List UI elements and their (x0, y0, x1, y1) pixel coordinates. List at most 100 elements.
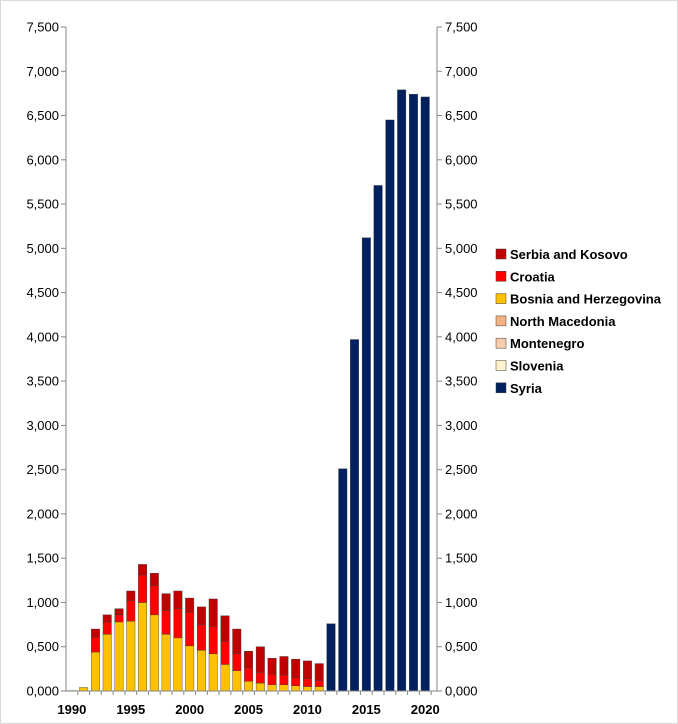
legend-swatch-slovenia (495, 360, 507, 371)
bar-croatia-2006 (255, 672, 265, 684)
y-tick-label-left: 2,500 (26, 462, 59, 477)
y-tick-label-left: 0,500 (26, 639, 59, 654)
bar-syria-2018 (397, 89, 407, 692)
y-tick-label-left: 5,500 (26, 197, 59, 212)
bar-bosnia-and-herzegovina-2002 (208, 653, 218, 692)
bar-bosnia-and-herzegovina-2004 (232, 670, 242, 692)
x-tick-label: 2000 (175, 702, 204, 717)
legend-label: Croatia (510, 269, 556, 284)
y-tick-label-left: 1,000 (26, 595, 59, 610)
y-tick-label-left: 7,000 (26, 64, 59, 79)
bar-serbia-and-kosovo-1994 (114, 608, 124, 616)
bar-bosnia-and-herzegovina-2009 (291, 685, 301, 692)
bar-bosnia-and-herzegovina-2007 (267, 684, 277, 692)
y-tick-label-right: 7,500 (445, 20, 478, 35)
y-tick-label-left: 3,500 (26, 374, 59, 389)
bar-serbia-and-kosovo-2011 (314, 663, 324, 681)
bar-bosnia-and-herzegovina-1994 (114, 621, 124, 692)
y-axis-right-ticks: 0,000 0,500 1,000 1,500 2,000 2,500 3,000 3,500… (437, 20, 478, 699)
bar-croatia-1997 (149, 585, 159, 616)
x-tick-label: 2005 (234, 702, 263, 717)
y-tick-label-left: 6,500 (26, 108, 59, 123)
y-tick-label-left: 7,500 (26, 20, 59, 35)
y-tick-label-right: 4,000 (445, 329, 478, 344)
y-tick-label-right: 1,000 (445, 595, 478, 610)
bar-serbia-and-kosovo-1992 (90, 628, 100, 638)
bar-bosnia-and-herzegovina-2010 (303, 686, 312, 692)
bar-bosnia-and-herzegovina-1996 (138, 602, 148, 692)
legend-label: Serbia and Kosovo (510, 247, 628, 262)
x-tick-label: 2020 (411, 702, 440, 717)
bar-croatia-2000 (185, 612, 195, 647)
legend-label: Montenegro (510, 336, 584, 351)
bar-syria-2013 (338, 468, 348, 692)
bar-croatia-2004 (232, 653, 242, 671)
bar-croatia-2001 (196, 624, 206, 651)
bar-serbia-and-kosovo-2004 (232, 628, 242, 655)
legend-label: North Macedonia (510, 314, 616, 329)
y-tick-label-left: 4,000 (26, 329, 59, 344)
legend-swatch-bosnia-and-herzegovina (495, 293, 507, 304)
bar-bosnia-and-herzegovina-2008 (279, 684, 289, 692)
bar-bosnia-and-herzegovina-2005 (244, 681, 254, 692)
y-tick-label-left: 5,000 (26, 241, 59, 256)
bar-serbia-and-kosovo-2006 (255, 646, 265, 673)
bar-croatia-2009 (291, 677, 301, 686)
legend-label: Bosnia and Herzegovina (510, 292, 662, 307)
bar-croatia-2010 (303, 678, 312, 687)
y-tick-label-right: 2,500 (445, 462, 478, 477)
bar-bosnia-and-herzegovina-2003 (220, 664, 230, 692)
legend-swatch-syria (495, 382, 507, 394)
y-tick-label-left: 1,500 (26, 551, 59, 566)
bar-serbia-and-kosovo-1996 (138, 564, 148, 576)
bar-syria-2019 (409, 94, 418, 692)
x-tick-label: 2010 (293, 702, 322, 717)
bar-serbia-and-kosovo-2008 (279, 656, 289, 676)
bar-serbia-and-kosovo-2000 (185, 597, 195, 613)
bar-croatia-1994 (114, 614, 124, 623)
bar-croatia-1992 (90, 636, 100, 653)
x-tick-label: 2015 (352, 702, 381, 717)
bar-bosnia-and-herzegovina-1991 (79, 687, 89, 692)
bar-bosnia-and-herzegovina-2011 (314, 686, 324, 692)
x-axis-ticks: 1990 1995 2000 2005 2010 2015 2020 (57, 691, 440, 717)
y-tick-label-right: 1,500 (445, 551, 478, 566)
axes-group (65, 27, 438, 692)
bar-syria-2016 (373, 185, 383, 692)
bar-bosnia-and-herzegovina-1997 (149, 614, 159, 692)
bar-serbia-and-kosovo-2001 (196, 606, 206, 625)
y-tick-label-left: 6,000 (26, 152, 59, 167)
bar-syria-2017 (385, 119, 395, 692)
bar-syria-2015 (361, 237, 371, 692)
bar-syria-2012 (326, 623, 336, 692)
bar-serbia-and-kosovo-1999 (173, 590, 183, 609)
bar-croatia-2008 (279, 674, 289, 685)
bar-syria-2014 (350, 339, 360, 692)
legend-swatch-montenegro (495, 337, 507, 349)
bar-croatia-1995 (126, 600, 136, 622)
bar-serbia-and-kosovo-1997 (149, 573, 159, 586)
legend-swatch-croatia (495, 271, 507, 282)
bar-bosnia-and-herzegovina-2006 (255, 682, 265, 692)
y-tick-label-right: 3,000 (445, 418, 478, 433)
bar-croatia-1993 (102, 621, 112, 635)
y-tick-label-right: 5,500 (445, 197, 478, 212)
bar-serbia-and-kosovo-2010 (303, 660, 312, 679)
bar-croatia-1998 (161, 610, 171, 635)
bar-croatia-2003 (220, 641, 230, 665)
bar-serbia-and-kosovo-2005 (244, 650, 254, 669)
y-axis-left-ticks: 0,000 0,500 1,000 1,500 2,000 2,500 3,000 3,500… (26, 20, 66, 699)
bar-croatia-2005 (244, 667, 254, 682)
y-tick-label-left: 4,500 (26, 285, 59, 300)
bar-bosnia-and-herzegovina-1995 (126, 620, 136, 692)
y-tick-label-right: 6,500 (445, 108, 478, 123)
bar-croatia-2007 (267, 673, 277, 685)
bar-croatia-1999 (173, 608, 183, 639)
bar-croatia-2011 (314, 680, 324, 687)
bar-bosnia-and-herzegovina-1992 (90, 651, 100, 692)
bar-bosnia-and-herzegovina-2000 (185, 645, 195, 692)
bar-bosnia-and-herzegovina-1993 (102, 634, 112, 692)
legend-swatch-north-macedonia (495, 315, 507, 327)
y-tick-label-right: 5,000 (445, 241, 478, 256)
